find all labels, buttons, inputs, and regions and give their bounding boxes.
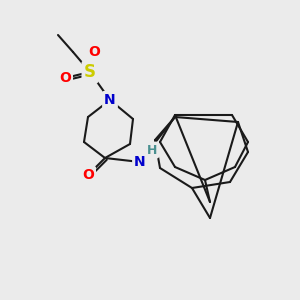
Text: N: N [104,93,116,107]
Text: N: N [134,155,146,169]
Text: S: S [84,63,96,81]
Text: O: O [59,71,71,85]
Text: O: O [88,45,100,59]
Text: H: H [147,143,157,157]
Text: O: O [82,168,94,182]
